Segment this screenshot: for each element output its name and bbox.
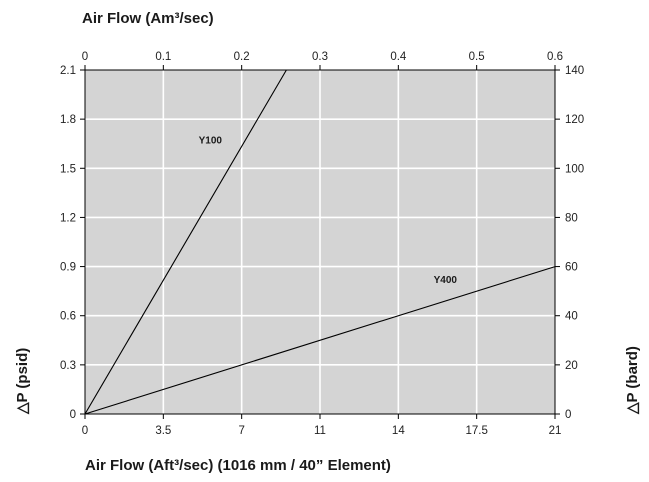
tick-label-right: 80 <box>565 212 578 224</box>
tick-label-left: 0 <box>70 409 76 421</box>
tick-label-top: 0.3 <box>312 51 328 63</box>
tick-labels: 0 3.5 7 11 14 17.5 210 0.1 0.2 0.3 0.4 0.5 0.600.30.… <box>60 51 584 437</box>
tick-label-bottom: 0 <box>82 425 88 437</box>
tick-label-right: 100 <box>565 163 584 175</box>
tick-label-bottom: 14 <box>392 425 405 437</box>
tick-label-left: 1.8 <box>60 114 76 126</box>
tick-label-right: 120 <box>565 114 584 126</box>
series-lines <box>84 69 556 415</box>
tick-label-right: 40 <box>565 311 578 323</box>
tick-label-right: 60 <box>565 262 578 274</box>
right-axis-title: △P (bard) <box>624 346 641 415</box>
tick-label-left: 1.2 <box>60 212 76 224</box>
left-axis-title: △P (psid) <box>14 348 31 415</box>
plot-frame <box>84 69 556 415</box>
series-line-y100 <box>84 69 287 415</box>
tick-label-top: 0.4 <box>390 51 407 63</box>
series-line-y400 <box>84 266 556 415</box>
tick-label-left: 0.9 <box>60 262 76 274</box>
series-label-y400: Y400 <box>434 275 458 286</box>
tick-label-right: 140 <box>565 65 584 77</box>
tick-label-bottom: 21 <box>549 425 562 437</box>
tick-label-top: 0 <box>82 51 88 63</box>
tick-label-bottom: 17.5 <box>465 425 487 437</box>
top-axis-title: Air Flow (Am³/sec) <box>82 10 214 27</box>
tick-label-top: 0.1 <box>155 51 171 63</box>
tick-label-left: 1.5 <box>60 163 76 175</box>
tick-label-bottom: 7 <box>238 425 244 437</box>
tick-label-left: 2.1 <box>60 65 76 77</box>
tick-label-top: 0.5 <box>469 51 485 63</box>
grid-lines <box>85 70 555 414</box>
tick-label-left: 0.6 <box>60 311 76 323</box>
axis-ticks <box>80 65 560 419</box>
tick-label-bottom: 11 <box>314 425 326 437</box>
tick-label-right: 20 <box>565 360 578 372</box>
series-label-y100: Y100 <box>199 136 223 147</box>
tick-label-left: 0.3 <box>60 360 76 372</box>
tick-label-top: 0.2 <box>234 51 250 63</box>
bottom-axis-title: Air Flow (Aft³/sec) (1016 mm / 40” Eleme… <box>85 457 391 474</box>
tick-label-right: 0 <box>565 409 571 421</box>
tick-label-bottom: 3.5 <box>155 425 171 437</box>
tick-label-top: 0.6 <box>547 51 563 63</box>
